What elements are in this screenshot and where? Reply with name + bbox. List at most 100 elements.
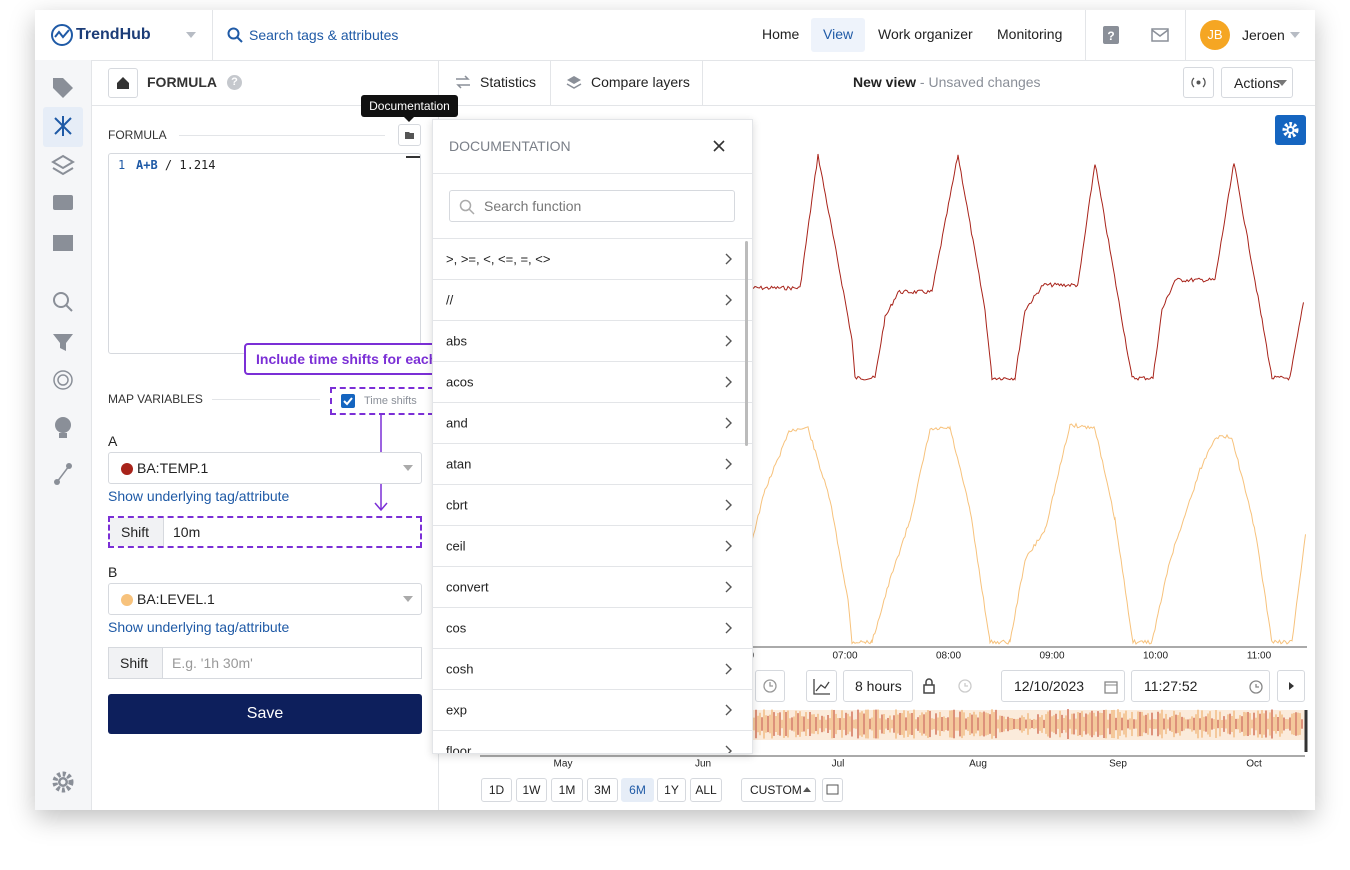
close-button[interactable]: [713, 140, 725, 152]
shift-placeholder[interactable]: E.g. '1h 30m': [172, 655, 253, 671]
function-name[interactable]: cosh: [446, 661, 474, 677]
show-underlying-link[interactable]: Show underlying tag/attribute: [108, 488, 290, 504]
function-item[interactable]: exp: [433, 690, 752, 731]
function-search-placeholder[interactable]: Search function: [484, 198, 582, 214]
next-button[interactable]: [1277, 670, 1305, 702]
chevron[interactable]: [725, 745, 733, 754]
function-name[interactable]: and: [446, 415, 468, 431]
custom-label[interactable]: CUSTOM: [750, 783, 802, 797]
nav-item[interactable]: View: [823, 26, 854, 42]
chevron[interactable]: [725, 540, 733, 552]
range-button[interactable]: 1M: [551, 778, 583, 802]
shift-value[interactable]: 10m: [173, 524, 201, 540]
function-item[interactable]: cos: [433, 608, 752, 649]
help-icon[interactable]: ?: [227, 75, 242, 90]
function-name[interactable]: >, >=, <, <=, =, <>: [446, 251, 551, 267]
documentation-button[interactable]: [398, 124, 421, 146]
compare-layers-tab[interactable]: Compare layers: [591, 74, 690, 90]
nav-item[interactable]: Work organizer: [878, 26, 973, 42]
chevron[interactable]: [725, 458, 733, 470]
function-name[interactable]: convert: [446, 579, 489, 595]
brand-caret[interactable]: [185, 30, 197, 40]
chevron[interactable]: [725, 622, 733, 634]
shift-row[interactable]: Shift 10m: [108, 516, 422, 548]
function-search[interactable]: Search function: [449, 190, 735, 222]
chevron[interactable]: [725, 581, 733, 593]
clock-button[interactable]: [755, 670, 785, 702]
chevron[interactable]: [725, 499, 733, 511]
function-item[interactable]: abs: [433, 321, 752, 362]
range-button[interactable]: ALL: [690, 778, 722, 802]
range-button[interactable]: 1D: [481, 778, 512, 802]
time-shifts-checkbox[interactable]: [341, 394, 355, 408]
chevron[interactable]: [725, 335, 733, 347]
date-box[interactable]: 12/10/2023: [1001, 670, 1125, 702]
date[interactable]: 12/10/2023: [1014, 678, 1085, 694]
range-button[interactable]: 3M: [587, 778, 618, 802]
tag-select[interactable]: BA:TEMP.1: [108, 452, 422, 484]
custom-button[interactable]: CUSTOM: [741, 778, 816, 802]
function-name[interactable]: cbrt: [446, 497, 468, 513]
function-item[interactable]: //: [433, 280, 752, 321]
tag-name[interactable]: BA:LEVEL.1: [137, 591, 215, 607]
search-tags[interactable]: Search tags & attributes: [249, 27, 399, 43]
zoom-button[interactable]: [822, 778, 843, 802]
shift-row[interactable]: Shift E.g. '1h 30m': [108, 647, 422, 679]
live-button[interactable]: [1183, 67, 1214, 98]
function-name[interactable]: cos: [446, 620, 467, 636]
actions-button[interactable]: Actions: [1221, 67, 1293, 98]
function-item[interactable]: cosh: [433, 649, 752, 690]
range-button[interactable]: 6M: [621, 778, 654, 802]
select-caret[interactable]: [403, 465, 413, 471]
function-name[interactable]: floor: [446, 743, 472, 754]
help-button[interactable]: ?: [1103, 26, 1119, 44]
chevron[interactable]: [725, 417, 733, 429]
chevron[interactable]: [725, 253, 733, 265]
user-name[interactable]: Jeroen: [1242, 27, 1285, 43]
nav-item[interactable]: Home: [762, 26, 800, 42]
time-box[interactable]: 11:27:52: [1131, 670, 1270, 702]
select-caret[interactable]: [403, 596, 413, 602]
function-item[interactable]: and: [433, 403, 752, 444]
function-item[interactable]: acos: [433, 362, 752, 403]
function-name[interactable]: abs: [446, 333, 467, 349]
mail-button[interactable]: [1151, 27, 1169, 43]
chart-type-button[interactable]: [806, 670, 837, 702]
function-item[interactable]: >, >=, <, <=, =, <>: [433, 239, 752, 280]
duration[interactable]: 8 hours: [855, 678, 902, 694]
chevron[interactable]: [725, 294, 733, 306]
range-button[interactable]: 1W: [516, 778, 547, 802]
actions-label[interactable]: Actions: [1234, 75, 1280, 91]
settings-icon[interactable]: [52, 771, 74, 793]
function-name[interactable]: //: [446, 292, 454, 308]
function-item[interactable]: convert: [433, 567, 752, 608]
chart-settings-button[interactable]: [1275, 115, 1306, 145]
chevron[interactable]: [725, 376, 733, 388]
chevron[interactable]: [725, 704, 733, 716]
show-underlying-link[interactable]: Show underlying tag/attribute: [108, 619, 290, 635]
function-item[interactable]: atan: [433, 444, 752, 485]
home-button[interactable]: [108, 68, 138, 98]
avatar[interactable]: JB: [1200, 20, 1230, 50]
function-item[interactable]: floor: [433, 731, 752, 754]
user-caret[interactable]: [1289, 30, 1301, 40]
save-button[interactable]: Save: [108, 694, 422, 734]
function-name[interactable]: ceil: [446, 538, 466, 554]
time[interactable]: 11:27:52: [1144, 678, 1198, 694]
tag-name[interactable]: BA:TEMP.1: [137, 460, 209, 476]
chevron[interactable]: [725, 663, 733, 675]
statistics-tab[interactable]: Statistics: [480, 74, 537, 90]
nav-item[interactable]: Monitoring: [997, 26, 1063, 42]
time-shifts-label[interactable]: Time shifts: [364, 395, 417, 407]
lock-icon[interactable]: [922, 677, 936, 695]
code-editor[interactable]: [108, 153, 421, 354]
function-name[interactable]: atan: [446, 456, 472, 472]
duration-box[interactable]: 8 hours: [843, 670, 913, 702]
tag-select[interactable]: BA:LEVEL.1: [108, 583, 422, 615]
function-name[interactable]: acos: [446, 374, 474, 390]
sidebar-icons[interactable]: [35, 70, 91, 490]
range-button[interactable]: 1Y: [657, 778, 686, 802]
function-item[interactable]: cbrt: [433, 485, 752, 526]
history-icon[interactable]: [957, 678, 973, 694]
function-name[interactable]: exp: [446, 702, 467, 718]
